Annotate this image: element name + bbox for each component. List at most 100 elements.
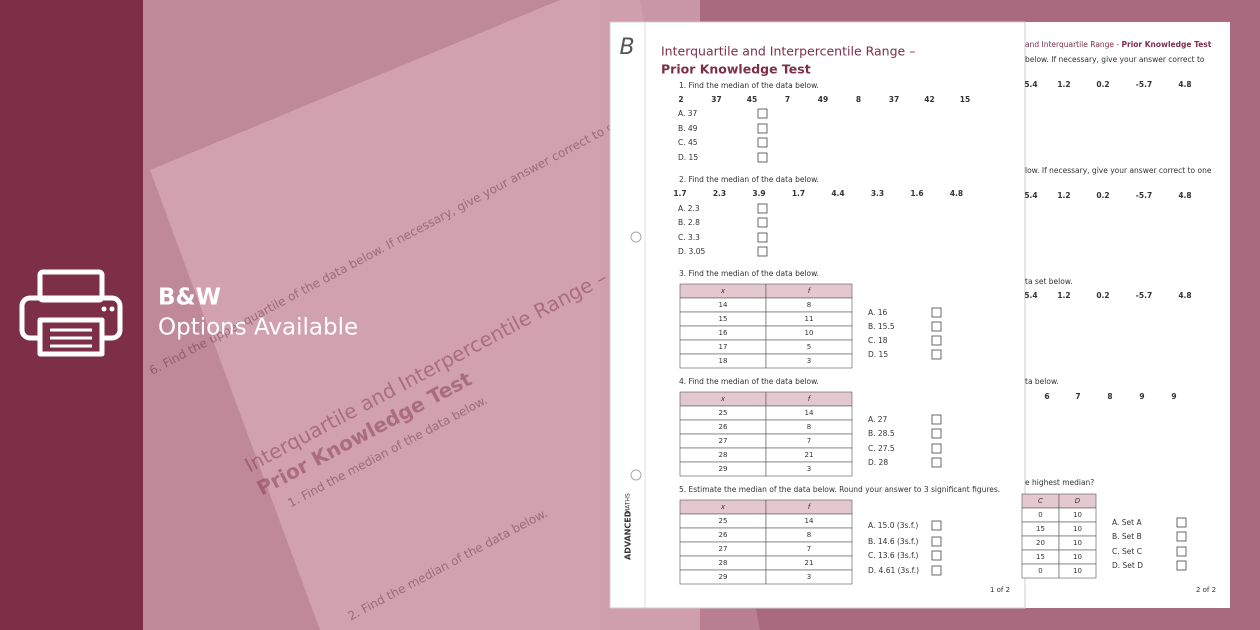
table-header-text: f — [808, 503, 812, 511]
bg-overlay — [143, 0, 600, 630]
table-cell-text: 21 — [805, 559, 814, 567]
data-value: 5.4 — [1024, 291, 1037, 300]
table-header-text: x — [720, 503, 726, 511]
question-text: low. If necessary, give your answer corr… — [1025, 166, 1212, 175]
table-cell — [765, 569, 853, 585]
data-value: 4.8 — [1178, 291, 1191, 300]
data-value: 7 — [785, 95, 790, 104]
table-cell-text: 3 — [807, 465, 811, 473]
data-value: 42 — [924, 95, 934, 104]
table-cell-text: 10 — [1073, 511, 1082, 519]
table-header-text: x — [720, 287, 726, 295]
checkbox — [931, 414, 942, 425]
data-value: 15 — [960, 95, 970, 104]
table-cell-text: 29 — [719, 465, 728, 473]
table-cell-text: 3 — [807, 357, 811, 365]
data-value: 9 — [1139, 392, 1144, 401]
table-cell-text: 25 — [719, 517, 728, 525]
table-header-text: C — [1038, 497, 1043, 505]
table-cell-text: 0 — [1038, 511, 1042, 519]
printer-icon — [19, 269, 123, 357]
option: C. Set C — [1112, 547, 1142, 556]
option: B. 15.5 — [868, 322, 895, 331]
table-cell-text: 28 — [719, 451, 728, 459]
checkbox — [931, 321, 942, 332]
table-cell-text: 27 — [719, 545, 728, 553]
brand-text: MATHS — [625, 493, 632, 514]
bg-sheet — [150, 0, 700, 630]
checkbox — [757, 232, 768, 243]
data-value: 1.2 — [1057, 291, 1070, 300]
table-cell-text: 8 — [807, 423, 811, 431]
checkbox — [1176, 531, 1187, 542]
checkbox — [931, 335, 942, 346]
option: B. 49 — [678, 124, 698, 133]
data-value: 2.3 — [713, 189, 726, 198]
data-value: 4.8 — [1178, 80, 1191, 89]
table-cell-text: 28 — [719, 559, 728, 567]
question-prompt: 4. Find the median of the data below. — [679, 377, 819, 386]
checkbox — [1176, 560, 1187, 571]
question-prompt: 2. Find the median of the data below. — [679, 175, 819, 184]
title-part: Prior Knowledge Test — [1122, 40, 1212, 49]
table-cell-text: 10 — [805, 329, 814, 337]
data-value: 7 — [1075, 392, 1080, 401]
data-value: 8 — [856, 95, 861, 104]
table-header-text: f — [808, 287, 812, 295]
table-cell-text: 7 — [807, 437, 811, 445]
option: C. 18 — [868, 336, 888, 345]
data-value: 45 — [747, 95, 757, 104]
question-prompt: 3. Find the median of the data below. — [679, 269, 819, 278]
data-value: 1.7 — [792, 189, 805, 198]
table-cell-text: 26 — [719, 423, 728, 431]
option: B. Set B — [1112, 532, 1142, 541]
content: B Interquartile and Interpercentile Range… — [619, 35, 1216, 594]
table-cell-text: 14 — [805, 517, 814, 525]
data-value: 1.2 — [1057, 80, 1070, 89]
data-value: 5.4 — [1024, 191, 1037, 200]
option: A. 27 — [868, 415, 888, 424]
option: A. 15.0 (3s.f.) — [868, 521, 918, 530]
data-value: 5.4 — [1024, 80, 1037, 89]
table-cell-text: 18 — [719, 357, 728, 365]
table-cell-text: 0 — [1038, 567, 1042, 575]
brand-text: ADVANCED — [624, 510, 633, 560]
option: B. 2.8 — [678, 218, 700, 227]
data-value: 6 — [1044, 392, 1049, 401]
checkbox — [931, 349, 942, 360]
table-cell-text: 26 — [719, 531, 728, 539]
checkbox — [1176, 517, 1187, 528]
question-text: below. If necessary, give your answer co… — [1025, 55, 1205, 64]
checkbox — [931, 520, 942, 531]
checkbox — [757, 137, 768, 148]
option: C. 27.5 — [868, 444, 895, 453]
table-cell-text: 10 — [1073, 539, 1082, 547]
option: A. Set A — [1112, 518, 1142, 527]
checkbox — [931, 443, 942, 454]
sheet-title: Interquartile and Interpercentile Range … — [661, 44, 915, 59]
data-value: 8 — [1107, 392, 1112, 401]
option: D. 4.61 (3s.f.) — [868, 566, 919, 575]
data-value: 37 — [889, 95, 899, 104]
option: D. 28 — [868, 458, 888, 467]
checkbox — [931, 457, 942, 468]
checkbox — [931, 565, 942, 576]
data-value: 3.3 — [871, 189, 884, 198]
checkbox — [931, 307, 942, 318]
option: B. 14.6 (3s.f.) — [868, 537, 918, 546]
option: A. 37 — [678, 109, 698, 118]
checkbox — [757, 152, 768, 163]
title-part: and Interquartile Range - — [1025, 40, 1122, 49]
banner-title: B&W — [158, 285, 221, 311]
data-value: -5.7 — [1136, 80, 1152, 89]
option: B. 28.5 — [868, 429, 895, 438]
option: C. 13.6 (3s.f.) — [868, 551, 919, 560]
checkbox — [757, 217, 768, 228]
checkbox — [931, 428, 942, 439]
checkbox — [757, 246, 768, 257]
sheet-title: Prior Knowledge Test — [661, 62, 811, 77]
table-cell-text: 15 — [1036, 525, 1045, 533]
data-value: 4.8 — [1178, 191, 1191, 200]
data-value: 4.4 — [831, 189, 844, 198]
